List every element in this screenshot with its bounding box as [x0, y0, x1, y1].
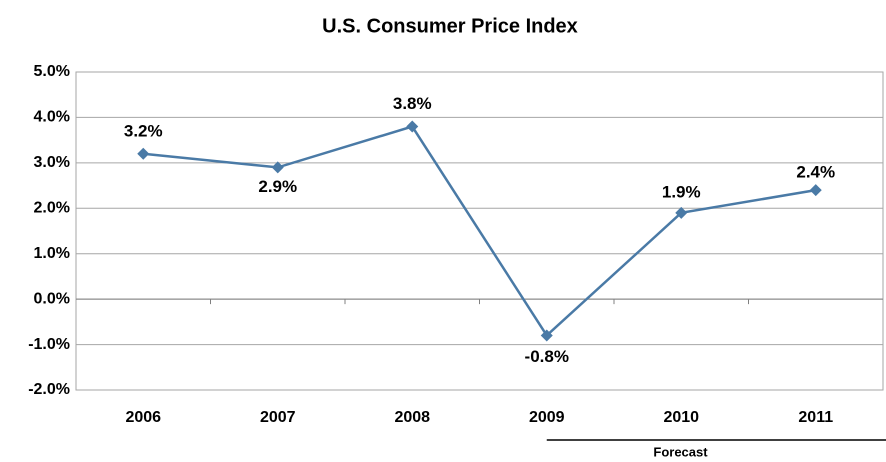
- x-tick-label: 2006: [125, 409, 161, 426]
- y-tick-label: -2.0%: [28, 381, 70, 398]
- y-tick-label: 3.0%: [34, 154, 70, 171]
- marker: [406, 120, 419, 133]
- data-label: 2.9%: [258, 177, 297, 196]
- y-tick-label: 1.0%: [34, 245, 70, 262]
- marker: [137, 147, 150, 160]
- y-tick-label: -1.0%: [28, 336, 70, 353]
- y-tick-label: 0.0%: [34, 290, 70, 307]
- line: [143, 125, 816, 338]
- marker: [271, 161, 284, 174]
- y-tick-label: 4.0%: [34, 109, 70, 126]
- chart-title: U.S. Consumer Price Index: [322, 15, 578, 37]
- x-tick-label: 2010: [663, 409, 699, 426]
- data-label: 2.4%: [796, 163, 835, 182]
- plot-border: [75, 71, 884, 391]
- marker: [540, 329, 553, 342]
- marker: [675, 206, 688, 219]
- data-label: 1.9%: [662, 182, 701, 201]
- y-tick-label: 2.0%: [34, 200, 70, 217]
- annotation: Forecast: [653, 444, 708, 459]
- y-tick-label: 5.0%: [34, 63, 70, 80]
- x-tick-label: 2008: [394, 409, 430, 426]
- data-label: -0.8%: [525, 347, 569, 366]
- data-label: 3.8%: [393, 94, 432, 113]
- x-tick-label: 2007: [260, 409, 296, 426]
- marker: [809, 184, 822, 197]
- x-tick-label: 2011: [798, 409, 833, 426]
- x-tick-label: 2009: [529, 409, 565, 426]
- data-label: 3.2%: [124, 121, 163, 140]
